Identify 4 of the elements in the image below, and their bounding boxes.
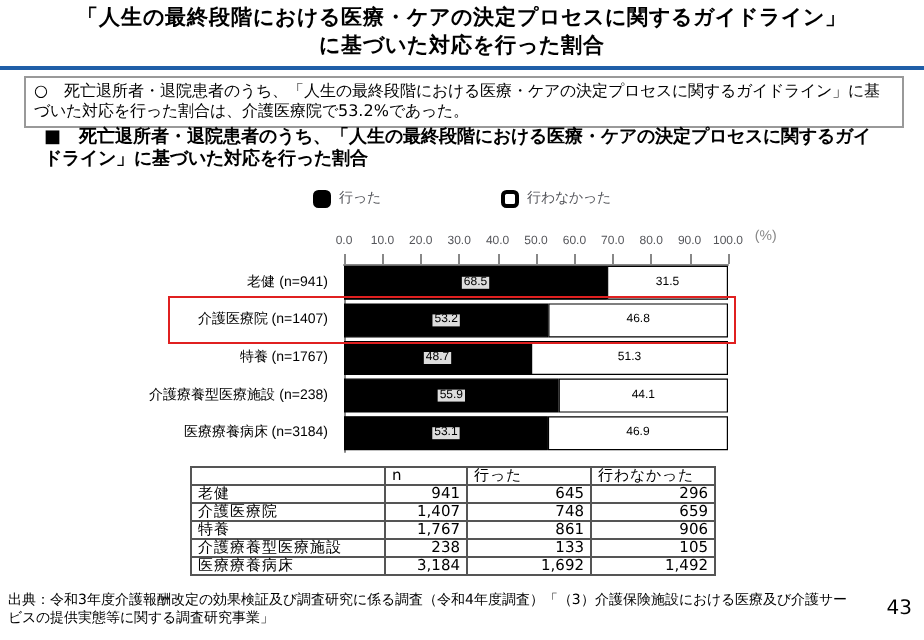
chart-subtitle: ■ 死亡退所者・退院患者のうち、「人生の最終段階における医療・ケアの決定プロセスに関するガイドライン」に基づいた対応を行った割合 [44,128,874,172]
text: ○ 死亡退所者・退院患者のうち、「人生の最終段階における医療・ケアの決定プロセスに関するガイドライン」に基づいた対応を行った割合は、介護医療院で53.2%であった。 [24,76,904,128]
text: 43 [886,598,912,620]
chart-title: 「人生の最終段階における医療・ケアの決定プロセスに関するガイドライン」に基づいた対応を行った割合 [76,4,848,60]
